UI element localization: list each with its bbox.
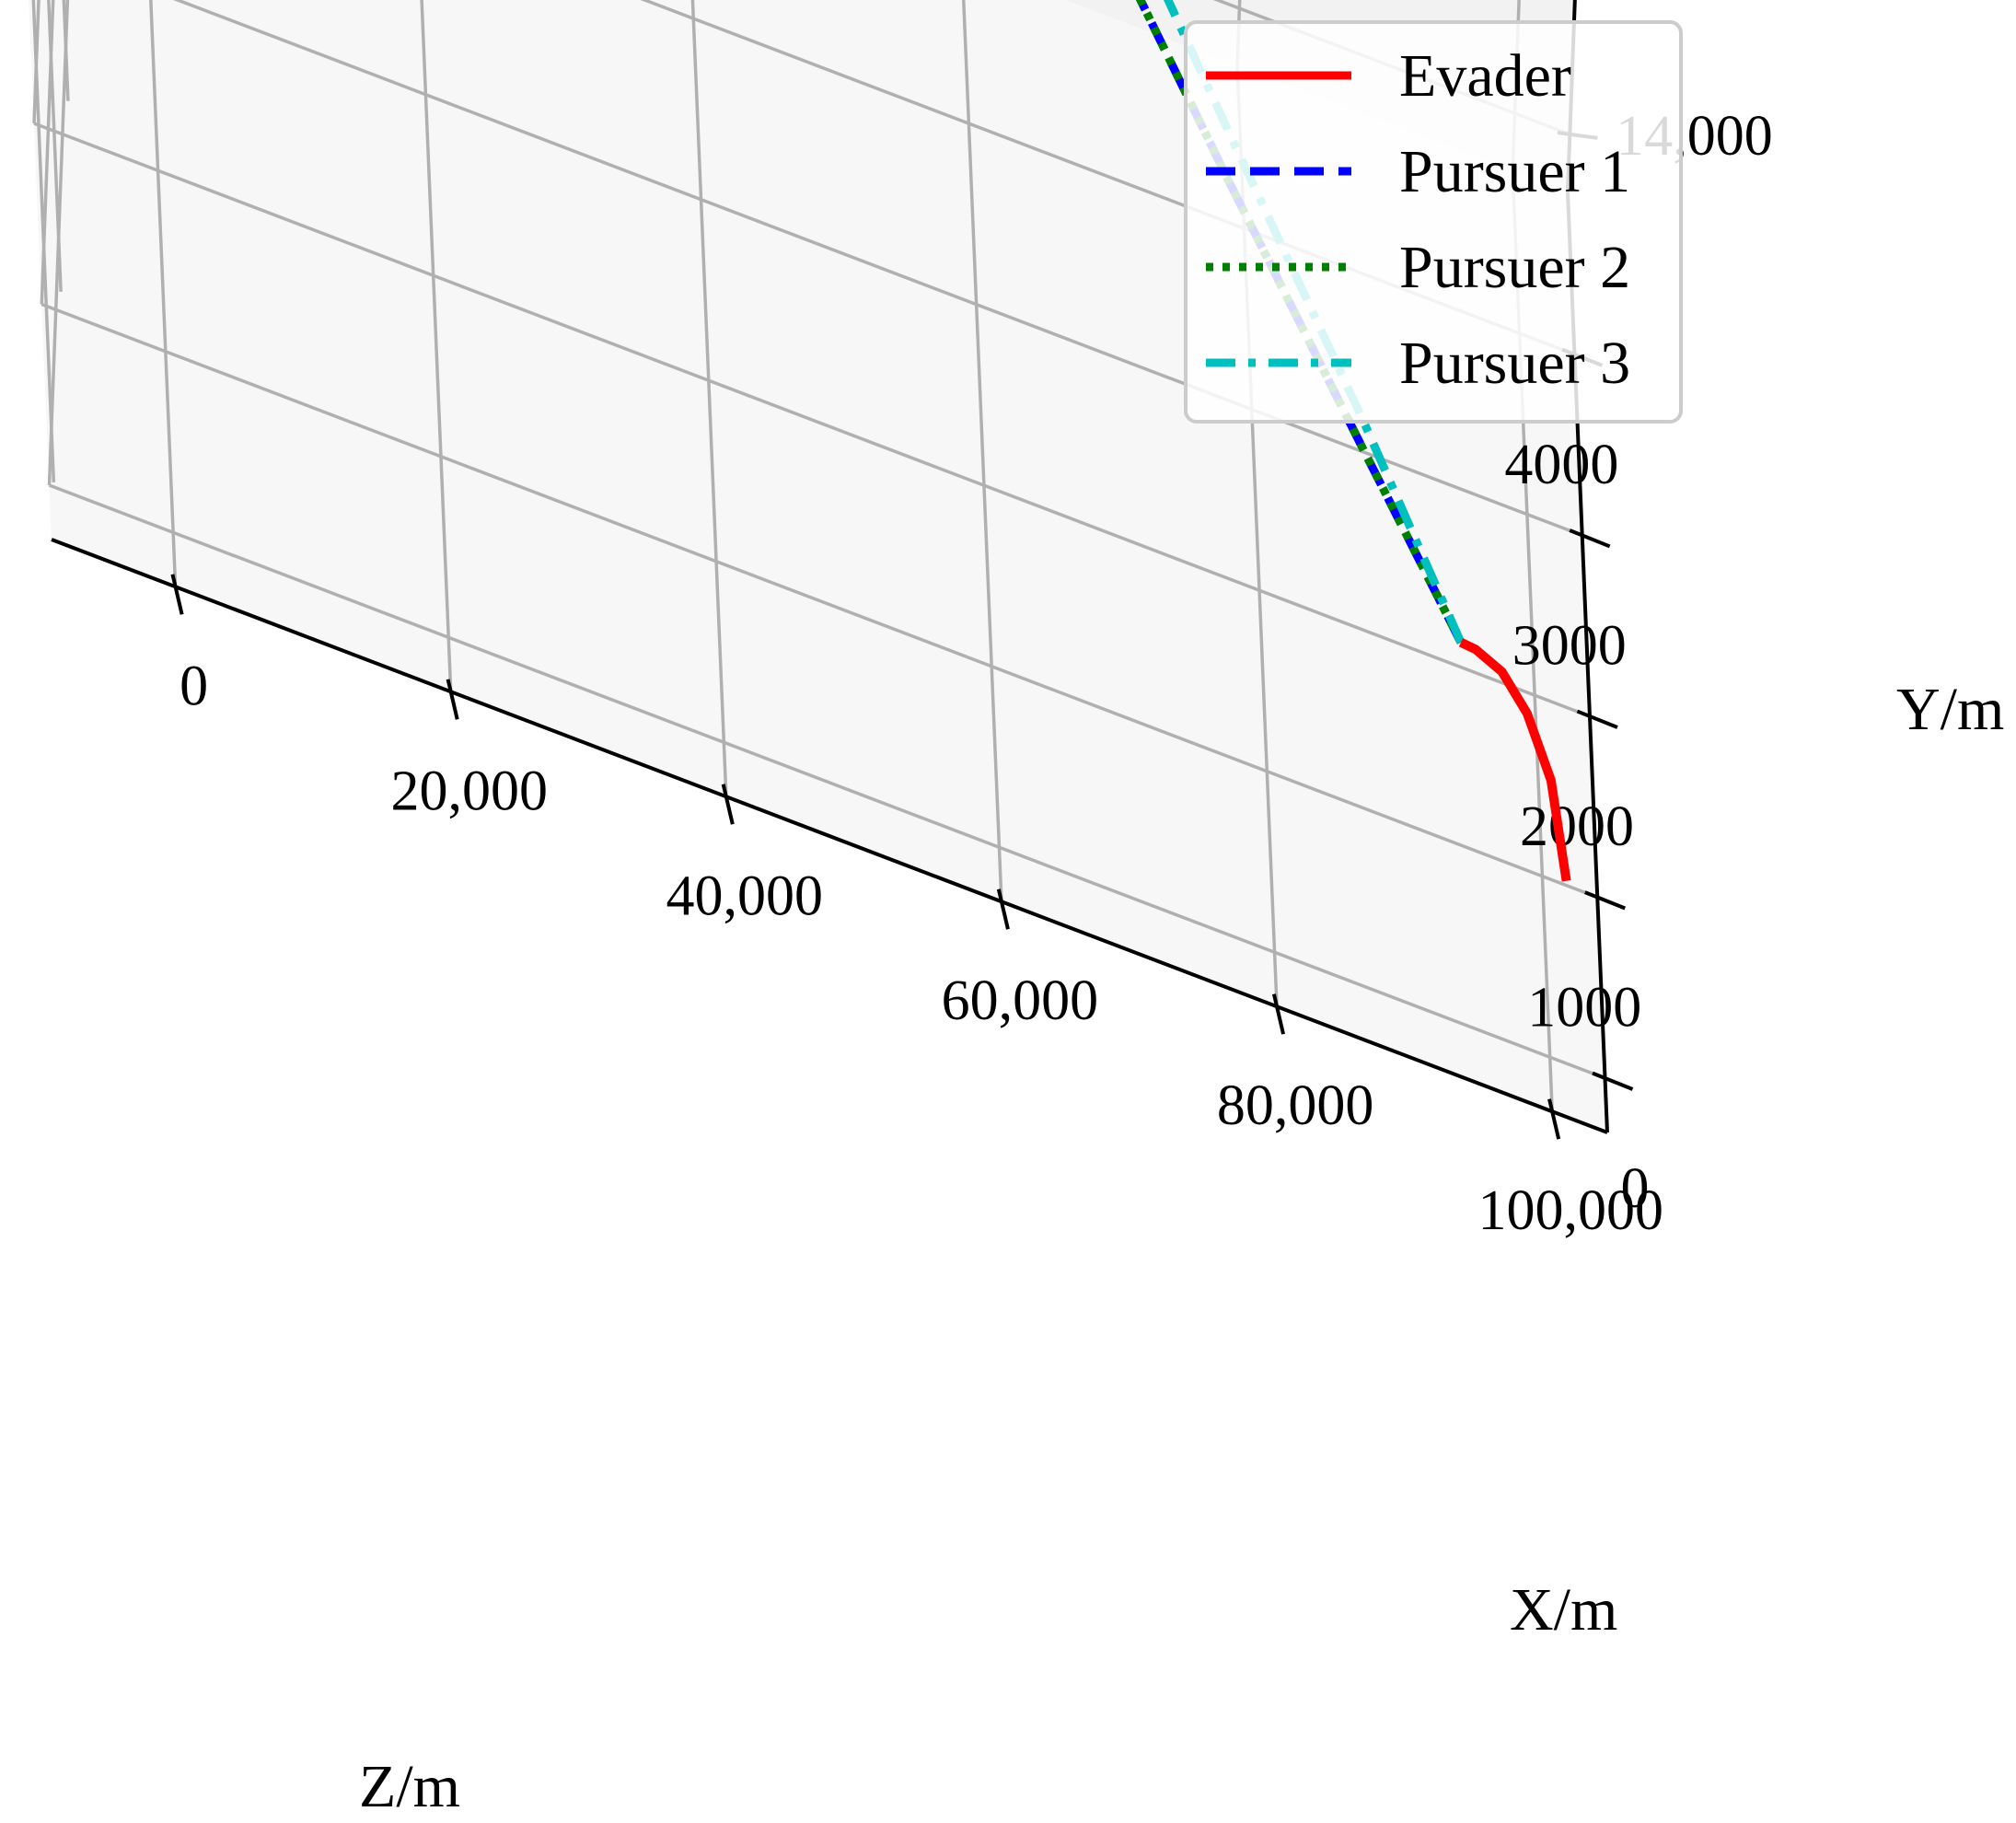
grid-x-floor [48, 483, 1606, 1080]
grid-x-floor [173, 0, 1583, 538]
legend-label: Pursuer 1 [1399, 138, 1630, 205]
z-tick-label: 40,000 [666, 865, 824, 927]
series-line-evader [1458, 638, 1571, 882]
grid-lines [31, 0, 1606, 1112]
grid-x-back [47, 0, 70, 486]
y-axis-label: Y/m [1896, 676, 2004, 743]
legend-label: Pursuer 2 [1399, 234, 1630, 301]
x-tick-mark [1569, 528, 1611, 549]
x-tick-label: 1000 [1527, 977, 1641, 1039]
series-line-pursuer-3 [1163, 0, 1466, 644]
grid-z-floor [961, 0, 1003, 902]
legend: Evader Pursuer 1 Pursuer 2 Pursuer 3 [1184, 20, 1683, 424]
z-tick-mark [170, 574, 184, 615]
grid-z-floor [149, 0, 178, 587]
grid-z-floor [690, 0, 728, 797]
grid-x-floor [41, 302, 1598, 900]
x-tick-label: 0 [1621, 1157, 1650, 1220]
x-axis-label: X/m [1510, 1576, 1617, 1643]
legend-label: Evader [1399, 42, 1571, 110]
x-tick-mark [1584, 890, 1626, 911]
series-line-pursuer-2 [1135, 0, 1466, 644]
x-tick-label: 3000 [1512, 614, 1627, 677]
grid-y-back [31, 0, 56, 482]
z-tick-mark [1547, 1098, 1561, 1140]
series-lines [1135, 0, 1571, 882]
z-tick-mark [446, 679, 459, 720]
z-tick-label: 0 [180, 655, 208, 717]
z-tick-label: 100,000 [1477, 1179, 1663, 1242]
z-tick-label: 80,000 [1217, 1074, 1374, 1137]
z-tick-mark [996, 888, 1010, 930]
legend-label: Pursuer 3 [1399, 330, 1630, 397]
z-tick-label: 60,000 [942, 970, 1099, 1032]
z-axis-line [51, 538, 1608, 1134]
grid-z-floor [420, 0, 453, 692]
x-tick-label: 2000 [1520, 795, 1634, 858]
x-tick-label: 4000 [1504, 434, 1618, 496]
grid-y-back [47, 0, 63, 292]
z-tick-mark [1271, 993, 1286, 1035]
grid-x-back [40, 0, 55, 305]
z-axis-label: Z/m [359, 1753, 460, 1820]
grid-x-floor [33, 122, 1591, 718]
x-tick-mark [1576, 709, 1618, 729]
z-tick-mark [721, 784, 735, 825]
z-tick-label: 20,000 [390, 760, 548, 822]
x-tick-mark [1592, 1071, 1634, 1091]
legend-box [1184, 20, 1683, 424]
